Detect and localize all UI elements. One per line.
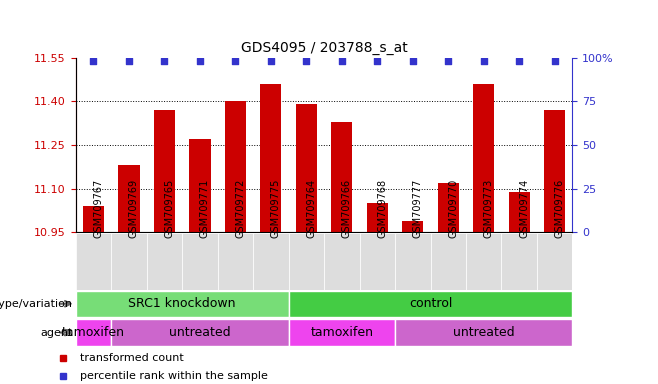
Text: untreated: untreated [169,326,231,339]
Text: SRC1 knockdown: SRC1 knockdown [128,297,236,310]
Bar [76,319,111,346]
Text: tamoxifen: tamoxifen [62,326,125,339]
Bar [466,233,501,290]
Bar [509,192,530,232]
Bar [295,104,317,232]
Bar [289,319,395,346]
Point [407,58,418,64]
Bar [367,203,388,232]
Point [195,58,205,64]
Bar [473,84,494,232]
Text: transformed count: transformed count [80,353,184,363]
Bar [253,233,289,290]
Text: untreated: untreated [453,326,515,339]
Bar [402,221,424,232]
Bar [76,233,111,290]
Bar [147,233,182,290]
Bar [76,291,289,317]
Point [549,58,560,64]
Bar [260,84,282,232]
Point [124,58,134,64]
Point [478,58,489,64]
Text: percentile rank within the sample: percentile rank within the sample [80,371,268,381]
Point [266,58,276,64]
Text: GSM709766: GSM709766 [342,179,352,238]
Bar [289,291,572,317]
Text: agent: agent [40,328,72,338]
Text: GSM709768: GSM709768 [377,179,388,238]
Bar [537,233,572,290]
Bar [289,233,324,290]
Bar [218,233,253,290]
Point [372,58,382,64]
Bar [395,233,430,290]
Text: GSM709767: GSM709767 [93,179,103,238]
Bar [331,122,353,232]
Text: GSM709770: GSM709770 [448,179,458,238]
Bar [154,110,175,232]
Text: GSM709772: GSM709772 [236,178,245,238]
Point [230,58,241,64]
Text: GSM709775: GSM709775 [271,178,281,238]
Bar [501,233,537,290]
Title: GDS4095 / 203788_s_at: GDS4095 / 203788_s_at [241,41,407,55]
Text: control: control [409,297,452,310]
Text: GSM709771: GSM709771 [200,179,210,238]
Bar [83,206,104,232]
Bar [544,110,565,232]
Text: GSM709776: GSM709776 [555,179,565,238]
Point [336,58,347,64]
Bar [118,166,139,232]
Bar [395,319,572,346]
Bar [430,233,466,290]
Text: GSM709773: GSM709773 [484,179,494,238]
Point [514,58,524,64]
Bar [324,233,359,290]
Point [443,58,453,64]
Text: GSM709769: GSM709769 [129,179,139,238]
Bar [224,101,246,232]
Text: GSM709774: GSM709774 [519,179,529,238]
Bar [359,233,395,290]
Bar [111,319,289,346]
Bar [190,139,211,232]
Bar [182,233,218,290]
Bar [111,233,147,290]
Text: GSM709765: GSM709765 [164,179,174,238]
Text: GSM709764: GSM709764 [307,179,316,238]
Point [159,58,170,64]
Bar [438,183,459,232]
Text: genotype/variation: genotype/variation [0,299,72,309]
Point [88,58,99,64]
Text: tamoxifen: tamoxifen [311,326,373,339]
Text: GSM709777: GSM709777 [413,178,423,238]
Point [301,58,312,64]
